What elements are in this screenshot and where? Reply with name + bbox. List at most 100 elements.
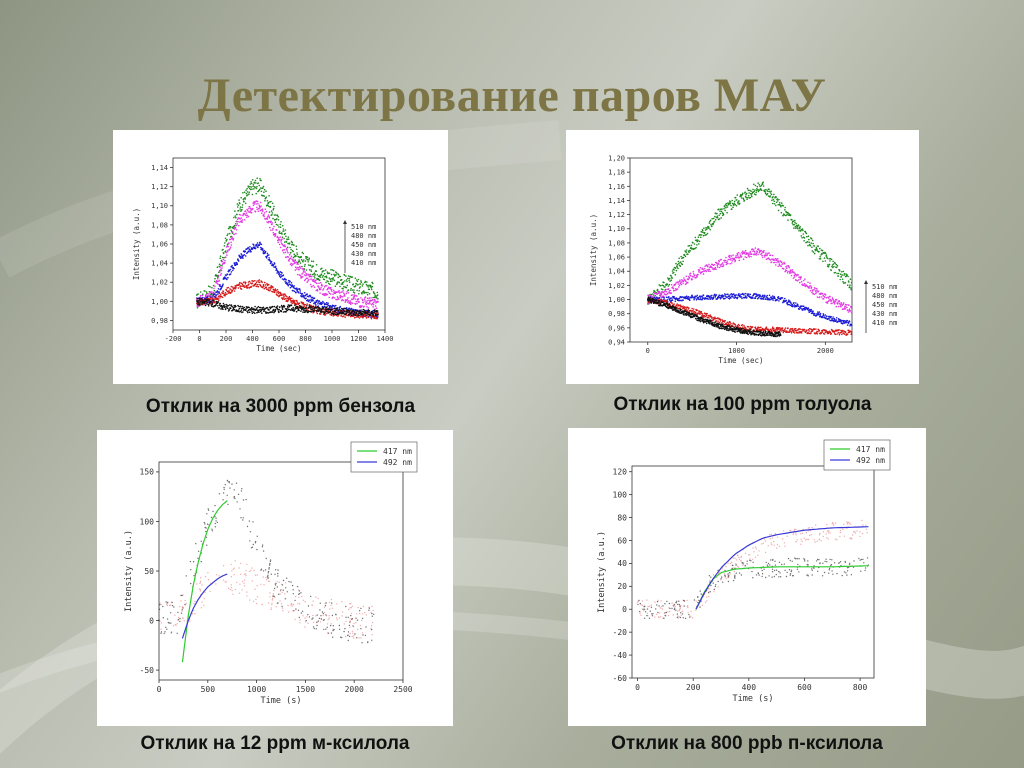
data-point bbox=[314, 277, 316, 279]
data-point bbox=[302, 272, 304, 274]
data-point bbox=[727, 293, 729, 296]
data-point bbox=[333, 304, 335, 307]
data-point bbox=[808, 330, 810, 332]
data-point bbox=[824, 296, 826, 298]
data-point bbox=[303, 269, 305, 271]
data-point bbox=[724, 259, 727, 262]
data-point bbox=[762, 183, 764, 185]
data-point bbox=[844, 331, 847, 333]
data-point bbox=[366, 314, 368, 316]
data-point bbox=[685, 308, 688, 310]
data-point bbox=[247, 194, 249, 196]
data-point bbox=[835, 263, 838, 266]
data-point bbox=[778, 202, 781, 204]
data-point bbox=[828, 265, 830, 267]
data-point bbox=[237, 260, 240, 262]
data-point bbox=[722, 264, 725, 266]
data-point bbox=[760, 326, 762, 329]
data-point bbox=[678, 257, 680, 260]
data-point bbox=[714, 268, 716, 271]
data-point bbox=[238, 305, 240, 308]
data-point bbox=[278, 308, 280, 311]
data-point bbox=[759, 294, 761, 296]
data-point bbox=[270, 220, 272, 223]
data-point bbox=[219, 288, 221, 291]
data-point bbox=[656, 288, 659, 291]
data-point bbox=[266, 221, 268, 223]
data-point bbox=[819, 314, 821, 316]
data-point bbox=[788, 299, 790, 301]
data-point bbox=[745, 196, 748, 199]
data-point bbox=[772, 299, 774, 301]
data-point bbox=[828, 319, 831, 321]
data-point bbox=[789, 300, 791, 302]
data-point bbox=[705, 315, 707, 318]
data-point bbox=[684, 310, 686, 313]
data-point bbox=[261, 212, 263, 214]
data-point bbox=[286, 309, 289, 312]
data-point bbox=[749, 252, 752, 254]
data-point bbox=[780, 261, 783, 263]
data-point bbox=[758, 251, 761, 254]
data-point bbox=[795, 227, 797, 230]
data-point bbox=[342, 309, 345, 311]
data-point bbox=[840, 275, 843, 278]
data-point bbox=[328, 272, 331, 274]
data-point bbox=[268, 215, 270, 218]
data-point bbox=[281, 307, 284, 309]
data-point bbox=[728, 298, 731, 300]
data-point bbox=[345, 275, 347, 277]
data-point bbox=[366, 284, 368, 287]
data-point bbox=[833, 300, 835, 302]
data-point bbox=[809, 308, 811, 311]
data-point bbox=[305, 307, 307, 309]
data-point bbox=[790, 328, 792, 331]
data-point bbox=[747, 293, 750, 295]
data-point bbox=[281, 238, 283, 240]
data-point bbox=[647, 301, 650, 303]
data-point bbox=[813, 328, 816, 331]
data-point bbox=[197, 301, 200, 303]
data-point bbox=[726, 296, 728, 299]
data-point bbox=[296, 305, 299, 308]
data-point bbox=[273, 291, 276, 294]
data-point bbox=[342, 299, 345, 302]
data-point bbox=[654, 294, 656, 297]
data-point bbox=[678, 297, 680, 300]
data-point bbox=[237, 220, 239, 223]
data-point bbox=[363, 315, 365, 317]
data-point bbox=[706, 312, 708, 315]
data-point bbox=[798, 308, 801, 310]
data-point bbox=[257, 182, 260, 184]
data-point bbox=[309, 295, 312, 298]
data-point bbox=[237, 204, 240, 206]
data-point bbox=[701, 313, 704, 315]
data-point bbox=[662, 301, 664, 303]
data-point bbox=[211, 297, 214, 299]
data-point bbox=[279, 232, 281, 234]
data-point bbox=[264, 281, 266, 284]
data-point bbox=[229, 227, 231, 229]
data-point bbox=[789, 272, 791, 274]
data-point bbox=[227, 286, 230, 289]
data-point bbox=[239, 202, 241, 205]
data-point bbox=[756, 189, 759, 191]
data-point bbox=[209, 294, 211, 297]
data-point bbox=[837, 332, 840, 334]
data-point bbox=[301, 292, 304, 295]
data-point bbox=[357, 300, 359, 302]
chart-panel-benzene: -200 0 200 400 600 800 1000 1200 1400 0,98 1,00 1,0… bbox=[113, 130, 448, 384]
data-point bbox=[295, 268, 298, 270]
data-point bbox=[219, 302, 221, 305]
data-point bbox=[374, 309, 376, 311]
data-point bbox=[773, 200, 775, 203]
data-point bbox=[718, 266, 721, 269]
data-point bbox=[799, 227, 801, 230]
data-point bbox=[832, 316, 834, 318]
data-point bbox=[682, 260, 684, 263]
data-point bbox=[816, 248, 818, 251]
data-point bbox=[357, 283, 359, 286]
data-point bbox=[725, 206, 727, 209]
data-point bbox=[821, 316, 824, 319]
data-point bbox=[802, 233, 805, 235]
